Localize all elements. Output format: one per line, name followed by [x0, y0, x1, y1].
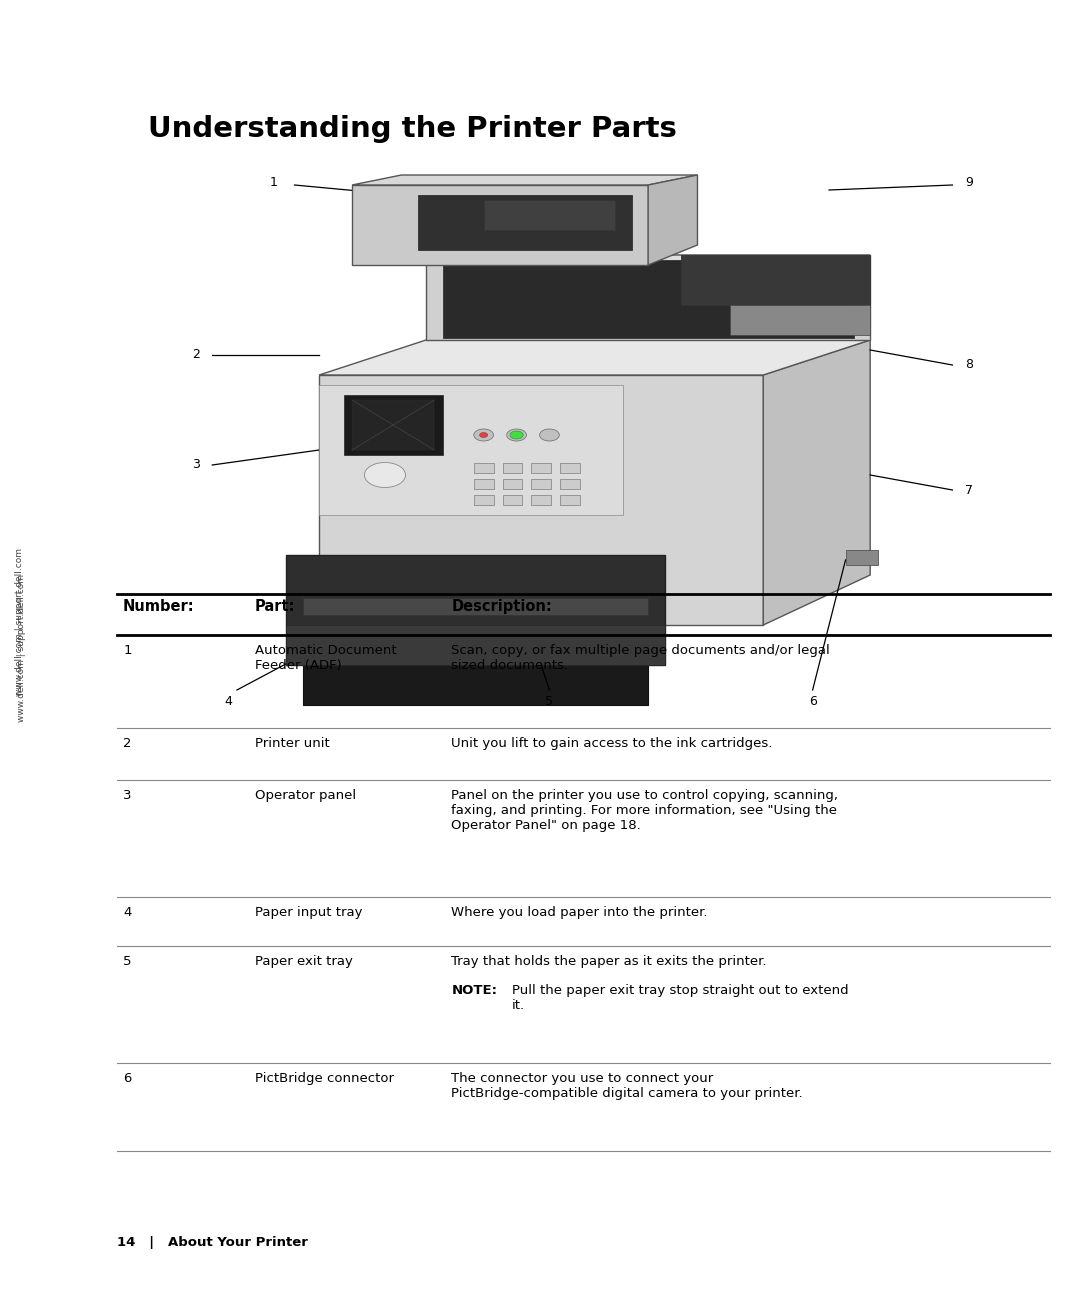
Text: 7: 7 [964, 483, 973, 496]
Polygon shape [320, 385, 623, 515]
Text: 8: 8 [964, 359, 973, 372]
Text: 6: 6 [809, 695, 816, 708]
Bar [531, 495, 551, 505]
Text: Number:: Number: [123, 599, 194, 614]
Bar [474, 495, 494, 505]
Polygon shape [343, 395, 443, 455]
Bar [846, 550, 878, 565]
Text: NOTE:: NOTE: [451, 984, 498, 997]
Polygon shape [320, 340, 870, 375]
Bar [502, 463, 523, 473]
Bar [531, 480, 551, 489]
Polygon shape [286, 625, 664, 665]
Polygon shape [352, 175, 698, 185]
Polygon shape [302, 665, 648, 705]
Circle shape [364, 463, 405, 487]
Text: 3: 3 [123, 789, 132, 802]
Text: Panel on the printer you use to control copying, scanning,
faxing, and printing.: Panel on the printer you use to control … [451, 789, 838, 832]
Polygon shape [484, 200, 616, 229]
Text: PictBridge connector: PictBridge connector [255, 1072, 394, 1085]
Polygon shape [418, 194, 632, 250]
Bar [474, 463, 494, 473]
Text: Unit you lift to gain access to the ink cartridges.: Unit you lift to gain access to the ink … [451, 737, 773, 750]
Text: www.dell.com | support.dell.com: www.dell.com | support.dell.com [17, 574, 27, 722]
Polygon shape [352, 400, 434, 450]
Circle shape [474, 429, 494, 441]
Text: 2: 2 [192, 349, 200, 362]
Polygon shape [427, 255, 870, 340]
Bar [561, 495, 580, 505]
Text: 1: 1 [123, 644, 132, 657]
Text: Pull the paper exit tray stop straight out to extend
it.: Pull the paper exit tray stop straight o… [512, 984, 849, 1012]
Text: The connector you use to connect your
PictBridge-compatible digital camera to yo: The connector you use to connect your Pi… [451, 1072, 804, 1100]
Circle shape [510, 432, 523, 439]
Text: 14   |   About Your Printer: 14 | About Your Printer [117, 1236, 308, 1249]
Text: Tray that holds the paper as it exits the printer.: Tray that holds the paper as it exits th… [451, 955, 767, 968]
Text: 6: 6 [123, 1072, 132, 1085]
Circle shape [540, 429, 559, 441]
Text: Printer unit: Printer unit [255, 737, 329, 750]
Text: Paper exit tray: Paper exit tray [255, 955, 353, 968]
Text: 3: 3 [192, 459, 200, 472]
Bar [561, 463, 580, 473]
Bar [474, 480, 494, 489]
Circle shape [480, 433, 488, 438]
Text: Scan, copy, or fax multiple page documents and/or legal
sized documents.: Scan, copy, or fax multiple page documen… [451, 644, 831, 673]
Circle shape [507, 429, 526, 441]
Polygon shape [764, 340, 870, 625]
Polygon shape [648, 175, 698, 264]
Text: www.dell.com | support.dell.com: www.dell.com | support.dell.com [15, 548, 24, 696]
Text: 4: 4 [123, 906, 132, 919]
Text: Automatic Document
Feeder (ADF): Automatic Document Feeder (ADF) [255, 644, 396, 673]
Text: 5: 5 [123, 955, 132, 968]
Text: Operator panel: Operator panel [255, 789, 356, 802]
Polygon shape [352, 185, 648, 264]
Polygon shape [286, 555, 664, 665]
Text: 1: 1 [270, 176, 278, 189]
Bar [531, 463, 551, 473]
Bar [561, 480, 580, 489]
Text: Understanding the Printer Parts: Understanding the Printer Parts [148, 115, 677, 143]
Text: Part:: Part: [255, 599, 296, 614]
Text: 2: 2 [123, 737, 132, 750]
Polygon shape [443, 260, 853, 337]
Text: Paper input tray: Paper input tray [255, 906, 363, 919]
Polygon shape [352, 255, 870, 264]
Bar [502, 495, 523, 505]
Bar [502, 480, 523, 489]
Polygon shape [320, 375, 764, 625]
Polygon shape [681, 255, 870, 305]
Text: 4: 4 [225, 695, 232, 708]
Polygon shape [730, 305, 870, 334]
Text: 5: 5 [545, 695, 553, 708]
Text: Where you load paper into the printer.: Where you load paper into the printer. [451, 906, 708, 919]
Bar [302, 597, 648, 616]
Text: Description:: Description: [451, 599, 552, 614]
Text: 9: 9 [964, 176, 973, 189]
